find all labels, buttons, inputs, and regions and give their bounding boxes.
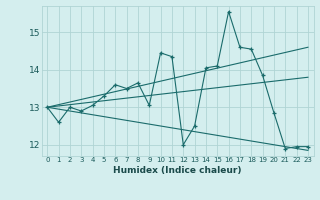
X-axis label: Humidex (Indice chaleur): Humidex (Indice chaleur) (113, 166, 242, 175)
